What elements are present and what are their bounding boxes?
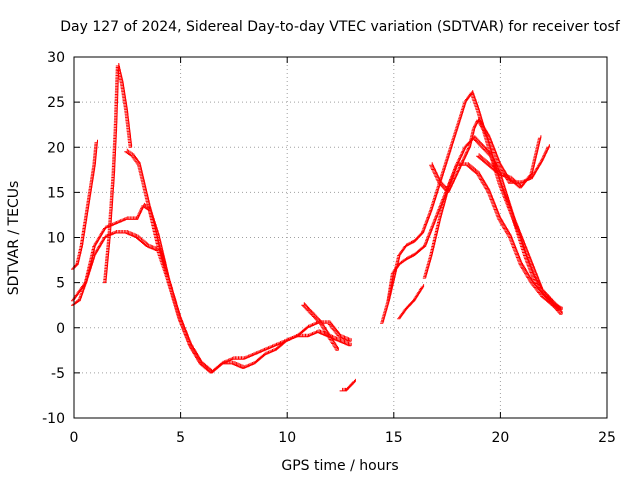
series-track-m [476,135,542,189]
ticks: 0 5 10 15 20 25 -10 -5 0 5 10 15 20 25 30 [42,50,616,446]
series-track-d [103,63,133,284]
series-track-g [339,378,356,392]
y-tick-label: -10 [42,411,65,427]
data-points [124,148,167,266]
y-tick-label: 0 [56,321,65,337]
y-tick-label: 10 [47,231,65,247]
data-points [103,63,133,284]
data-points [422,135,561,311]
x-tick-label: 20 [491,430,509,446]
y-axis-label: SDTVAR / TECUs [6,181,22,296]
data-marks [71,63,563,392]
y-tick-label: -5 [51,366,65,382]
x-axis-label: GPS time / hours [281,458,398,474]
y-tick-label: 30 [47,50,65,66]
series-track-c [71,139,98,270]
series-track-f [301,302,339,351]
x-tick-label: 25 [598,430,616,446]
y-tick-label: 15 [47,185,65,201]
x-tick-label: 10 [278,430,296,446]
data-points [397,284,425,320]
series-track-j [397,284,425,320]
data-points [71,139,98,270]
data-points [476,135,542,189]
data-points [301,302,339,351]
data-points [339,378,356,392]
x-tick-label: 5 [176,430,185,446]
x-tick-label: 15 [385,430,403,446]
y-tick-label: 5 [56,276,65,292]
y-tick-label: 20 [47,140,65,156]
y-tick-label: 25 [47,95,65,111]
series-track-k [422,135,561,311]
x-tick-label: 0 [70,430,79,446]
chart-title: Day 127 of 2024, Sidereal Day-to-day VTE… [60,19,621,35]
series-track-e [124,148,167,266]
